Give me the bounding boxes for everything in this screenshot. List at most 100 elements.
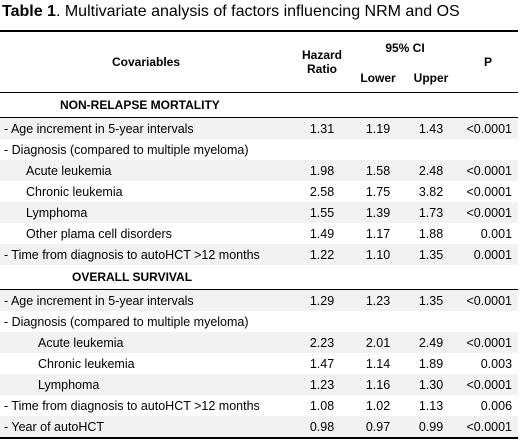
row-label: - Diagnosis (compared to multiple myelom… — [4, 314, 249, 329]
row-lower: 1.14 — [365, 356, 391, 371]
table-row: Chronic leukemia 1.47 1.14 1.89 0.003 — [0, 353, 518, 374]
header-p: P — [458, 30, 519, 93]
row-label: Lymphoma — [0, 202, 292, 223]
section-os-title: OVERALL SURVIVAL — [0, 265, 519, 290]
row-label: - Year of autoHCT — [0, 416, 292, 439]
row-hr: 1.49 — [309, 226, 335, 241]
row-label: - Time from diagnosis to autoHCT >12 mon… — [4, 398, 260, 413]
row-lower — [352, 139, 404, 160]
row-p: <0.0001 — [458, 202, 519, 223]
row-lower: 1.58 — [352, 160, 404, 181]
row-p: <0.0001 — [466, 184, 513, 199]
row-p — [458, 139, 518, 160]
row-lower: 1.19 — [352, 117, 404, 139]
row-lower — [352, 311, 404, 332]
section-nrm: NON-RELAPSE MORTALITY — [0, 92, 519, 118]
row-upper: 1.35 — [404, 289, 459, 311]
section-nrm-title: NON-RELAPSE MORTALITY — [0, 92, 519, 118]
row-lower: 1.75 — [365, 184, 391, 199]
table-caption-text: . Multivariate analysis of factors influ… — [55, 3, 460, 20]
header-upper: Upper — [413, 71, 449, 85]
table-row: Acute leukemia 2.23 2.01 2.49 <0.0001 — [0, 332, 519, 353]
table-row: - Diagnosis (compared to multiple myelom… — [0, 311, 518, 332]
row-upper: 2.49 — [404, 332, 459, 353]
row-upper: 2.48 — [404, 160, 459, 181]
row-hr: 1.23 — [292, 374, 352, 395]
row-p: <0.0001 — [458, 416, 519, 439]
row-lower: 1.23 — [352, 289, 404, 311]
row-label: Chronic leukemia — [26, 184, 123, 199]
row-hr: 1.22 — [292, 244, 352, 265]
table-row: Chronic leukemia 2.58 1.75 3.82 <0.0001 — [0, 181, 518, 202]
header-lower: Lower — [360, 71, 396, 85]
row-p: 0.001 — [480, 226, 513, 241]
row-label: Acute leukemia — [0, 160, 292, 181]
table-row: Lymphoma 1.23 1.16 1.30 <0.0001 — [0, 374, 519, 395]
table-row: - Diagnosis (compared to multiple myelom… — [0, 139, 518, 160]
table-caption: Table 1. Multivariate analysis of factor… — [0, 0, 520, 24]
row-hr: 2.58 — [309, 184, 335, 199]
table-row: - Age increment in 5-year intervals 1.31… — [0, 117, 519, 139]
table-row: - Year of autoHCT 0.98 0.97 0.99 <0.0001 — [0, 416, 519, 439]
row-label: - Age increment in 5-year intervals — [0, 117, 292, 139]
row-upper: 1.88 — [418, 226, 444, 241]
results-table: Covariables Hazard Ratio 95% CI P Lower U… — [0, 30, 519, 439]
row-p: <0.0001 — [458, 374, 519, 395]
row-hr — [292, 139, 352, 160]
row-p: <0.0001 — [458, 117, 519, 139]
table-row: - Age increment in 5-year intervals 1.29… — [0, 289, 519, 311]
row-hr: 1.47 — [309, 356, 335, 371]
table-row: Other plama cell disorders 1.49 1.17 1.8… — [0, 223, 518, 244]
row-label: Chronic leukemia — [38, 356, 135, 371]
row-upper: 1.73 — [404, 202, 459, 223]
row-label: Lymphoma — [0, 374, 292, 395]
row-hr — [292, 311, 352, 332]
row-upper: 1.13 — [418, 398, 444, 413]
row-upper: 1.43 — [404, 117, 459, 139]
table-row: Lymphoma 1.55 1.39 1.73 <0.0001 — [0, 202, 519, 223]
row-p: 0.0001 — [458, 244, 519, 265]
row-lower: 1.17 — [365, 226, 391, 241]
row-lower: 2.01 — [352, 332, 404, 353]
row-label: Other plama cell disorders — [26, 226, 172, 241]
header-covariables: Covariables — [0, 30, 292, 93]
header-hazard-ratio: Hazard Ratio — [292, 30, 352, 93]
row-p: <0.0001 — [458, 289, 519, 311]
row-hr: 1.55 — [292, 202, 352, 223]
row-lower: 1.39 — [352, 202, 404, 223]
table-caption-label: Table 1 — [2, 3, 56, 20]
row-upper: 3.82 — [418, 184, 444, 199]
row-upper: 1.89 — [418, 356, 444, 371]
header-hazard-line2: Ratio — [307, 62, 337, 76]
row-p: 0.003 — [480, 356, 513, 371]
row-lower: 1.10 — [352, 244, 404, 265]
row-lower: 1.02 — [365, 398, 391, 413]
table-row: - Time from diagnosis to autoHCT >12 mon… — [0, 395, 518, 416]
row-label: - Age increment in 5-year intervals — [0, 289, 292, 311]
row-hr: 2.23 — [292, 332, 352, 353]
row-upper: 0.99 — [404, 416, 459, 439]
table-row: Acute leukemia 1.98 1.58 2.48 <0.0001 — [0, 160, 519, 181]
row-p: 0.006 — [480, 398, 513, 413]
row-p — [458, 311, 518, 332]
header-ci: 95% CI — [352, 30, 459, 64]
row-upper — [404, 139, 458, 160]
row-label: Acute leukemia — [0, 332, 292, 353]
row-hr: 1.08 — [309, 398, 335, 413]
row-p: <0.0001 — [458, 160, 519, 181]
table-row: - Time from diagnosis to autoHCT >12 mon… — [0, 244, 519, 265]
row-upper — [404, 311, 458, 332]
section-os: OVERALL SURVIVAL — [0, 265, 519, 290]
row-hr: 1.31 — [292, 117, 352, 139]
table-header: Covariables Hazard Ratio 95% CI P Lower U… — [0, 30, 519, 93]
row-label: - Diagnosis (compared to multiple myelom… — [4, 142, 249, 157]
row-lower: 0.97 — [352, 416, 404, 439]
row-lower: 1.16 — [352, 374, 404, 395]
row-hr: 1.98 — [292, 160, 352, 181]
row-upper: 1.35 — [404, 244, 459, 265]
row-p: <0.0001 — [458, 332, 519, 353]
row-hr: 1.29 — [292, 289, 352, 311]
header-hazard-line1: Hazard — [301, 48, 342, 62]
row-label: - Time from diagnosis to autoHCT >12 mon… — [0, 244, 292, 265]
row-upper: 1.30 — [404, 374, 459, 395]
